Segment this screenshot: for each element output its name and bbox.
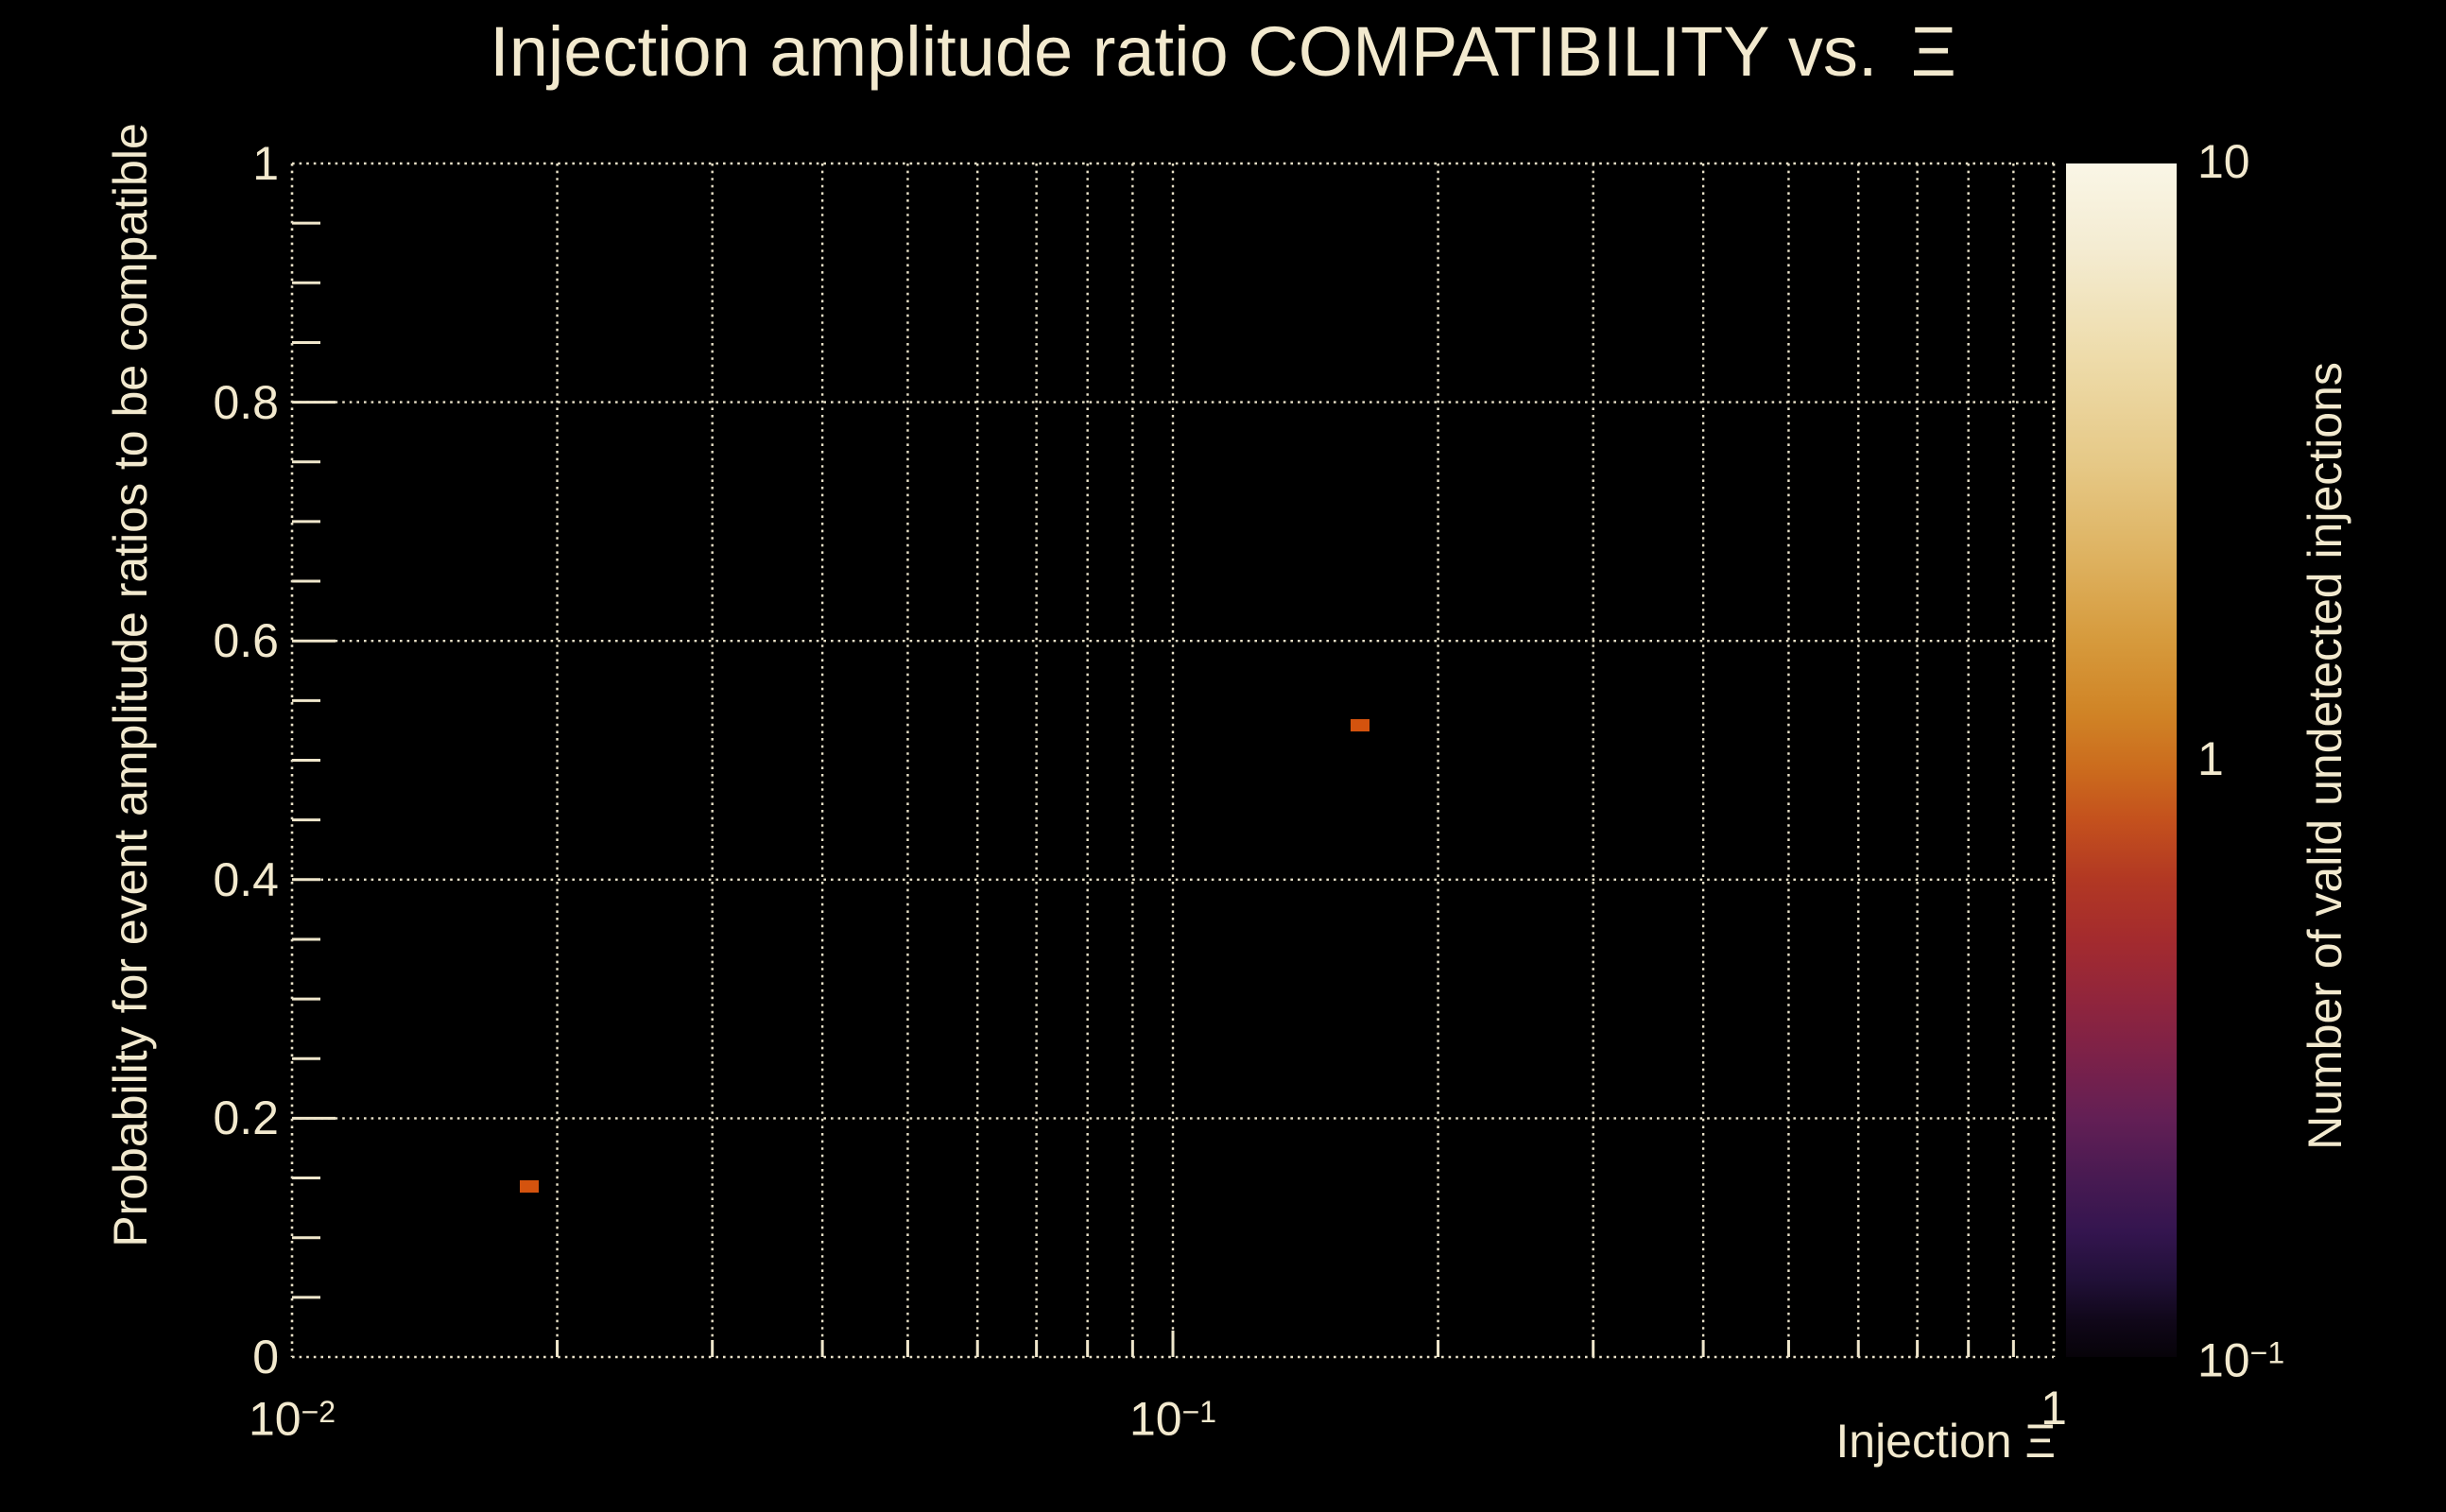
colorbar-tick-label: 1 bbox=[2197, 731, 2224, 785]
x-tick-label: 10−1 bbox=[1128, 1392, 1217, 1446]
y-tick-label: 0 bbox=[252, 1331, 279, 1383]
colorbar-tick-label: 10 bbox=[2197, 134, 2250, 188]
y-tick-label: 0.8 bbox=[213, 375, 279, 429]
colorbar-gradient bbox=[2066, 163, 2177, 1357]
colorbar-tick-label: 10−1 bbox=[2197, 1333, 2285, 1387]
y-tick-label: 0.4 bbox=[213, 852, 279, 906]
x-tick-label: 10−2 bbox=[248, 1392, 336, 1446]
y-tick-label: 0.6 bbox=[213, 614, 279, 668]
y-tick-label: 1 bbox=[252, 137, 279, 190]
chart-title: Injection amplitude ratio COMPATIBILITY … bbox=[490, 12, 1956, 91]
x-tick-label: 1 bbox=[2041, 1382, 2067, 1435]
data-point bbox=[1350, 719, 1369, 732]
y-tick-label: 0.2 bbox=[213, 1091, 279, 1145]
data-point bbox=[520, 1179, 540, 1193]
x-axis-title: Injection Ξ bbox=[1835, 1415, 2056, 1468]
